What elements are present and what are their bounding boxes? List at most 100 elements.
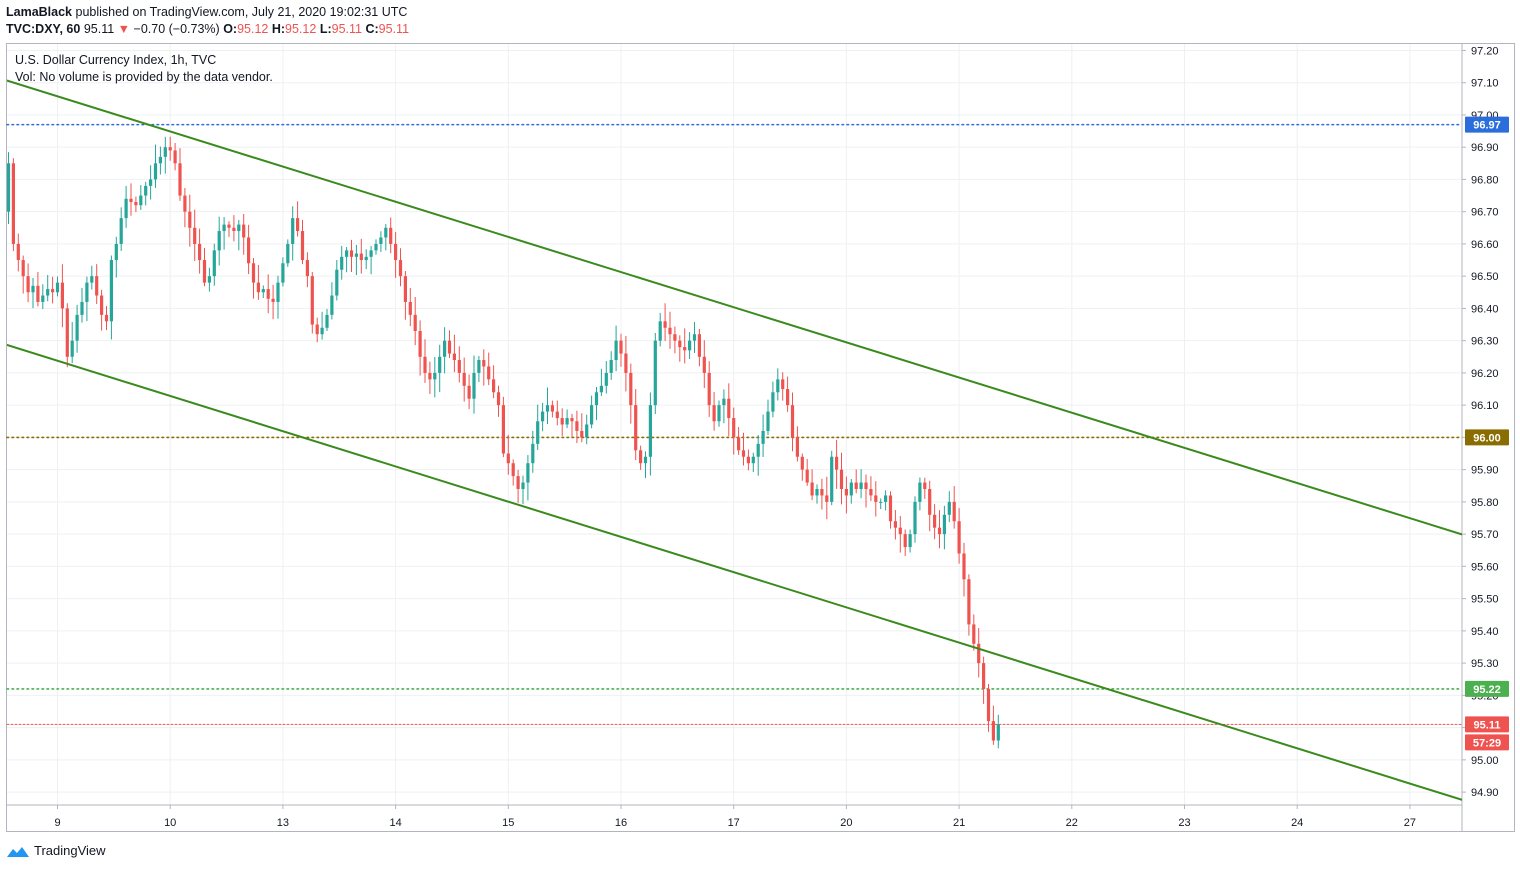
candle-body [70,340,74,357]
price-tick-label: 97.20 [1471,45,1499,57]
candle-body [908,534,912,548]
candle-body [452,353,456,361]
candle-body [570,418,574,422]
time-tick-label: 10 [164,817,176,829]
candle-body [786,389,790,406]
candle-body [580,430,584,438]
candle-body [815,488,819,496]
footer-brand[interactable]: TradingView [6,843,106,858]
candle-body [403,276,407,302]
time-tick-label: 23 [1178,817,1190,829]
candle-body [320,327,324,335]
candle-body [60,282,64,309]
high-label: H: [271,22,286,36]
candle-body [531,443,535,464]
candle-body [884,495,888,502]
candle-body [590,405,594,425]
candle-body [55,282,60,293]
candle-body [712,405,716,422]
channel-upper-trendline[interactable] [4,79,1513,550]
candle-body [80,301,84,315]
time-tick-label: 13 [277,817,289,829]
candle-body [149,179,153,186]
candle-body [276,282,280,302]
candle-body [692,334,697,341]
candle-body [864,482,868,489]
candle-body [266,289,270,299]
candle-body [300,231,305,261]
candle-body [893,521,897,528]
candle-body [594,392,599,406]
candle-body [408,301,412,315]
candle-body [849,482,853,496]
candle-body [947,501,951,515]
candle-body [188,211,192,228]
candle-body [65,308,69,357]
candle-body [830,456,834,502]
candle-body [795,437,799,457]
candle-body [776,379,780,393]
candle-body [903,534,907,548]
candle-body [643,456,648,464]
candle-body [732,418,736,438]
candle-body [986,688,991,722]
candle-body [207,276,211,283]
candle-body [340,256,344,270]
candle-body [977,643,981,664]
candle-body [7,163,11,212]
close-value: 95.11 [378,22,410,36]
candle-body [193,227,197,244]
candle-body [349,250,354,257]
candle-body [335,269,339,296]
candle-body [261,289,265,293]
candle-body [21,260,25,277]
candle-body [477,360,481,373]
candle-body [389,227,393,244]
candle-body [487,366,491,380]
candle-body [95,276,99,296]
candle-body [11,163,15,244]
candle-body [496,392,501,406]
candle-body [972,624,976,644]
candle-body [296,218,300,232]
candle-body [923,482,927,489]
candle-body [810,482,814,496]
time-tick-label: 20 [840,817,852,829]
candle-body [286,243,290,264]
candle-body [996,724,1000,741]
candle-body [835,456,839,470]
candle-body [472,372,476,399]
candle-body [913,501,917,535]
price-tick-label: 96.30 [1471,336,1499,348]
candle-body [967,579,971,625]
candle-body [457,360,461,373]
candle-body [918,482,922,502]
candle-body [859,482,863,489]
price-tick-label: 96.20 [1471,368,1499,380]
time-tick-label: 14 [389,817,401,829]
candle-body [139,195,143,206]
candle-body [697,334,701,357]
candle-body [438,356,442,373]
candle-body [575,421,579,431]
time-tick-label: 22 [1066,817,1078,829]
candle-body [604,372,608,386]
candle-body [104,314,109,322]
channel-lower-trendline[interactable] [4,343,1479,805]
candle-body [805,469,809,483]
candle-body [134,202,138,206]
candle-body [624,353,628,373]
candle-body [962,553,966,580]
price-badge [1465,716,1509,733]
close-label: C: [365,22,379,36]
price-badge-label: 96.97 [1473,120,1501,132]
candle-body [202,260,207,283]
candle-body [46,289,50,296]
price-tick-label: 95.50 [1471,594,1499,606]
candle-body [482,360,486,367]
author-name[interactable]: LamaBlack [6,5,73,19]
price-tick-label: 95.60 [1471,561,1499,573]
candle-body [541,411,545,422]
candle-body [26,276,30,293]
